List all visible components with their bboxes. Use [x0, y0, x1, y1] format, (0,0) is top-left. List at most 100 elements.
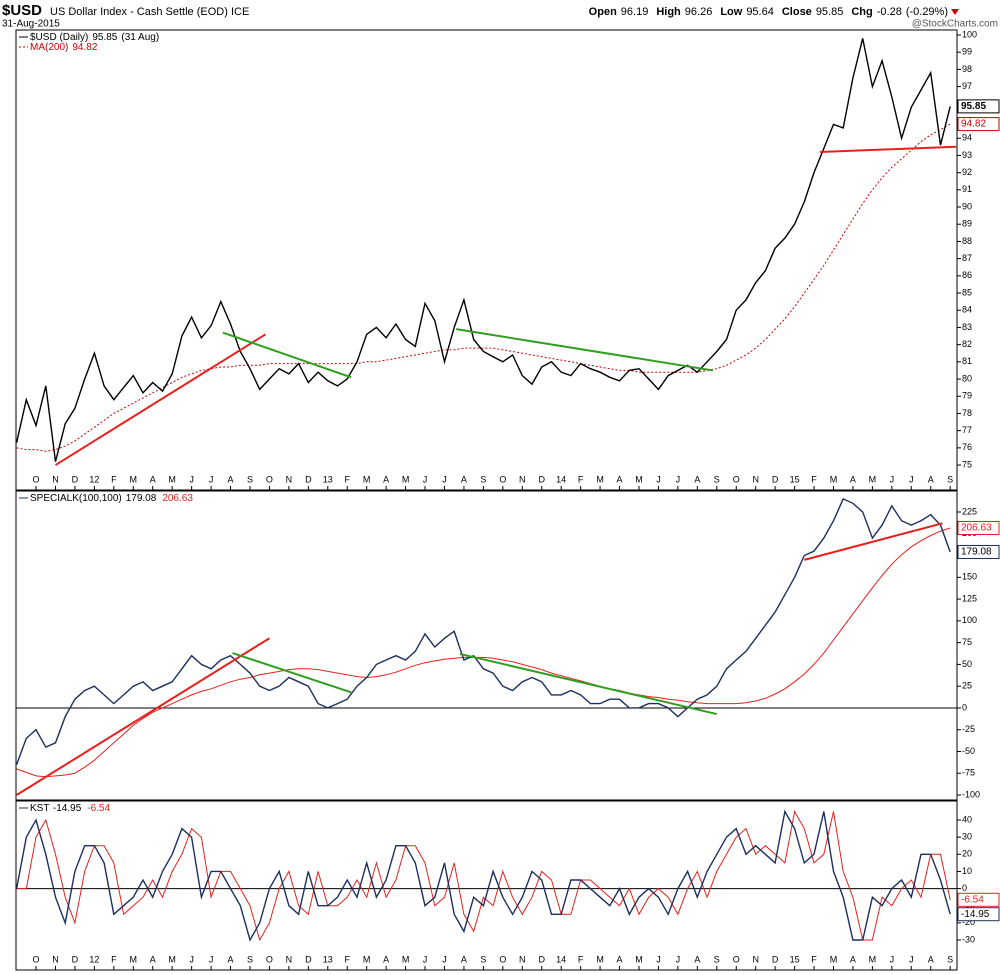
- quote-line: Open 96.19 High 96.26 Low 95.64 Close 95.85 Chg -…: [589, 6, 948, 18]
- y-tick-label: 20: [962, 849, 972, 859]
- x-tick-label: S: [714, 954, 720, 964]
- x-tick-label: M: [830, 474, 838, 484]
- x-tick-label: M: [596, 474, 604, 484]
- x-tick-label: F: [111, 474, 117, 484]
- y-tick-label: 0: [962, 883, 967, 893]
- x-tick-label: J: [656, 954, 661, 964]
- x-tick-label: J: [442, 954, 447, 964]
- y-tick-label: 75: [962, 459, 972, 469]
- legend-value: -6.54: [87, 803, 110, 814]
- x-tick-label: M: [402, 954, 410, 964]
- last-value-box: [957, 544, 1000, 559]
- x-tick-label: A: [461, 474, 467, 484]
- legend: KST -14.95 -6.54: [30, 803, 110, 814]
- x-tick-label: M: [402, 474, 410, 484]
- quote-value: 96.26: [685, 6, 713, 18]
- x-tick-label: N: [52, 474, 59, 484]
- x-tick-label: S: [247, 954, 253, 964]
- trend-line: [455, 328, 714, 372]
- x-tick-label: J: [209, 954, 214, 964]
- y-tick-label: -30: [962, 934, 975, 944]
- x-tick-label: M: [596, 954, 604, 964]
- y-tick-label: -20: [962, 917, 975, 927]
- y-tick-label: 30: [962, 832, 972, 842]
- x-tick-label: J: [442, 474, 447, 484]
- x-tick-label: J: [189, 474, 194, 484]
- y-tick-label: 82: [962, 339, 972, 349]
- x-tick-label: A: [928, 954, 934, 964]
- y-tick-label: 79: [962, 391, 972, 401]
- y-tick-label: 10: [962, 866, 972, 876]
- x-tick-label: M: [363, 474, 371, 484]
- x-tick-label: M: [130, 474, 138, 484]
- y-tick-label: -25: [962, 724, 975, 734]
- x-tick-label: M: [130, 954, 138, 964]
- x-tick-label: J: [209, 474, 214, 484]
- x-tick-label: 13: [323, 954, 333, 964]
- last-value: 95.85: [961, 101, 986, 112]
- y-tick-label: 87: [962, 253, 972, 263]
- trend-line: [222, 331, 352, 379]
- x-tick-label: 14: [556, 954, 566, 964]
- legend-value: 179.08: [126, 493, 157, 504]
- series-line: [16, 527, 951, 778]
- panel-frame: [15, 29, 958, 491]
- trend-line: [819, 145, 957, 153]
- y-tick-label: 40: [962, 814, 972, 824]
- legend-value: -14.95: [53, 803, 82, 814]
- quote-label: Close: [782, 6, 812, 18]
- x-tick-label: 14: [556, 474, 566, 484]
- legend-date: (31 Aug): [121, 32, 159, 43]
- quote-label: Chg: [851, 6, 872, 18]
- x-tick-label: M: [869, 954, 877, 964]
- legend-name: $USD (Daily): [30, 32, 88, 43]
- x-tick-label: F: [811, 474, 817, 484]
- y-tick-label: 97: [962, 81, 972, 91]
- y-tick-label: 77: [962, 425, 972, 435]
- x-tick-label: A: [617, 474, 623, 484]
- x-tick-label: M: [363, 954, 371, 964]
- quote-pct: (-0.29%): [906, 6, 948, 18]
- series-line: [16, 497, 951, 765]
- x-tick-label: A: [461, 954, 467, 964]
- series-line: [16, 809, 951, 942]
- trend-line: [16, 637, 270, 796]
- x-tick-label: A: [617, 954, 623, 964]
- x-tick-label: A: [928, 474, 934, 484]
- x-tick-label: O: [499, 474, 506, 484]
- last-value-box: [957, 892, 1000, 907]
- x-tick-label: J: [909, 954, 914, 964]
- quote-value: 95.64: [746, 6, 774, 18]
- x-tick-label: N: [286, 954, 293, 964]
- x-tick-label: D: [305, 474, 312, 484]
- x-tick-label: J: [656, 474, 661, 484]
- x-tick-label: M: [168, 474, 176, 484]
- x-tick-label: M: [635, 954, 643, 964]
- y-tick-label: 90: [962, 201, 972, 211]
- y-tick-label: 91: [962, 184, 972, 194]
- x-tick-label: O: [33, 474, 40, 484]
- panel-frame: [15, 800, 958, 971]
- last-value: -6.54: [961, 894, 984, 905]
- x-tick-label: A: [694, 474, 700, 484]
- x-tick-label: J: [890, 954, 895, 964]
- x-tick-label: A: [150, 954, 156, 964]
- x-tick-label: M: [869, 474, 877, 484]
- x-tick-label: D: [538, 474, 545, 484]
- quote-label: High: [656, 6, 681, 18]
- legend: MA(200) 94.82: [30, 42, 98, 53]
- x-tick-label: F: [111, 954, 117, 964]
- y-tick-label: 76: [962, 442, 972, 452]
- trend-line: [459, 652, 718, 716]
- down-arrow: [951, 9, 959, 15]
- x-tick-label: A: [228, 474, 234, 484]
- x-tick-label: A: [383, 954, 389, 964]
- quote-value: 96.19: [621, 6, 649, 18]
- panel-frame: [15, 490, 958, 801]
- y-tick-label: 99: [962, 47, 972, 57]
- symbol: $USD: [2, 2, 42, 19]
- x-tick-label: M: [635, 474, 643, 484]
- y-tick-label: 85: [962, 287, 972, 297]
- trend-line: [232, 652, 352, 694]
